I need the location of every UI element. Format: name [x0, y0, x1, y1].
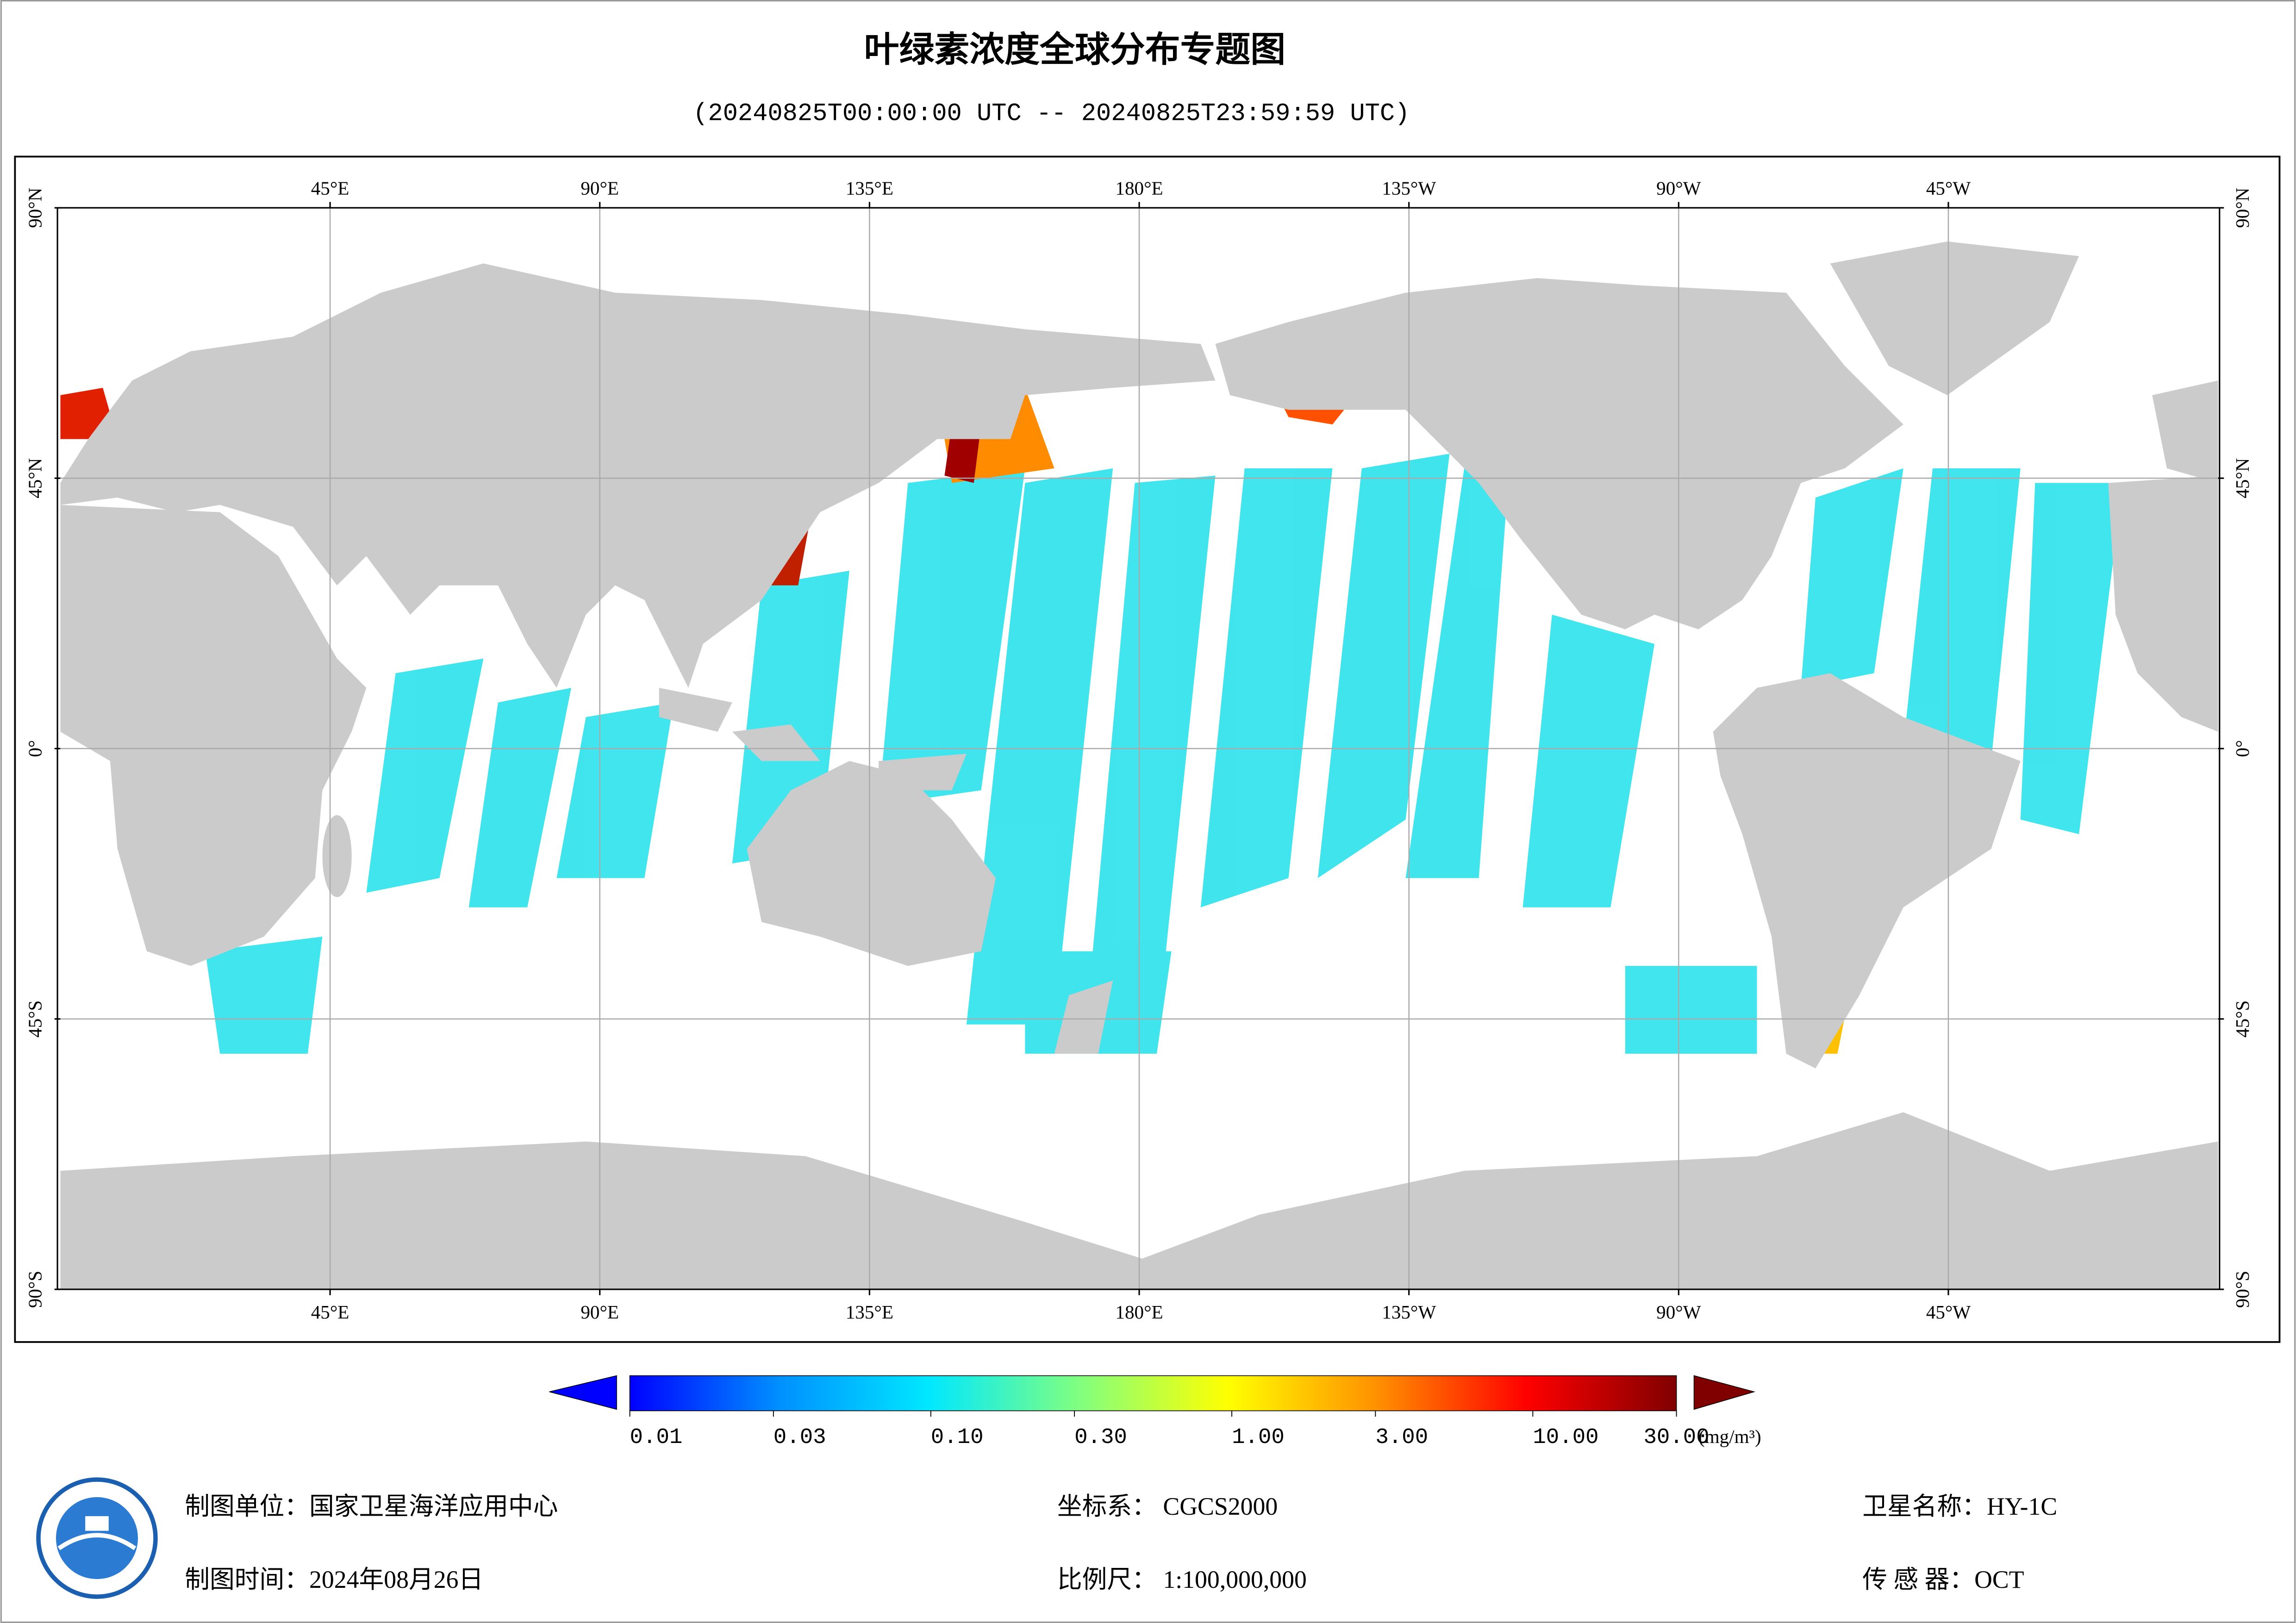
- footer-unit: 制图单位：国家卫星海洋应用中心: [185, 1492, 558, 1520]
- swath: [966, 468, 1113, 1025]
- new-zealand: [1054, 980, 1113, 1054]
- swath: [2020, 483, 2123, 834]
- footer-sensor: 传 感 器：OCT: [1862, 1566, 2024, 1593]
- swath: [1801, 468, 1903, 688]
- logo: [36, 1477, 158, 1599]
- swath: [1083, 475, 1216, 1054]
- lat-label: 90°S: [2232, 1271, 2253, 1308]
- footer-satellite: 卫星名称：HY-1C: [1862, 1492, 2057, 1520]
- swath: [1200, 468, 1333, 908]
- lat-label: 90°S: [24, 1271, 45, 1308]
- map-labels: 45°E 45°E 90°E 90°E 135°E 135°E 180°E 180°E 135°…: [24, 178, 2253, 1323]
- lon-label: 90°E: [580, 1301, 619, 1323]
- swath: [879, 468, 1025, 805]
- footer-time: 制图时间：2024年08月26日: [185, 1566, 483, 1593]
- colorbar-tick-label: 1.00: [1232, 1425, 1285, 1450]
- lat-label: 45°S: [24, 1001, 45, 1038]
- lon-label: 90°W: [1656, 1301, 1701, 1323]
- eurasia: [60, 263, 1216, 688]
- lat-label: 90°N: [24, 187, 45, 228]
- colorbar-low-arrow: [549, 1375, 617, 1410]
- colorbar-tick-label: 0.01: [630, 1425, 683, 1450]
- subtitle: (20240825T00:00:00 UTC -- 20240825T23:59…: [693, 99, 1410, 128]
- swath: [1625, 966, 1757, 1054]
- colorbar-tick-label: 10.00: [1533, 1425, 1598, 1450]
- south-america: [1713, 673, 2021, 1069]
- footer-crs: 坐标系： CGCS2000: [1057, 1492, 1278, 1520]
- swath: [556, 702, 674, 878]
- lon-label: 135°W: [1382, 178, 1436, 199]
- colorbar-gradient: [629, 1375, 1677, 1412]
- lon-label: 90°W: [1656, 178, 1701, 199]
- lon-label: 45°E: [311, 1301, 349, 1323]
- madagascar: [322, 815, 352, 897]
- chlorophyll-swaths: [205, 454, 2123, 1054]
- islands: [659, 688, 967, 790]
- colorbar-tick-label: 0.30: [1074, 1425, 1127, 1450]
- west-africa: [2108, 475, 2218, 732]
- colorbar-tick-label: 30.00: [1643, 1425, 1709, 1450]
- title: 叶绿素浓度全球分布专题图: [864, 29, 1286, 70]
- lon-label: 45°W: [1926, 1301, 1971, 1323]
- lon-label: 45°E: [311, 178, 349, 199]
- logo-satellite: [85, 1516, 109, 1531]
- lat-label: 45°N: [24, 458, 45, 498]
- swath: [1522, 615, 1655, 908]
- lat-label: 0°: [2232, 740, 2253, 757]
- lon-label: 135°E: [846, 178, 893, 199]
- colorbar-tick-label: 0.10: [931, 1425, 984, 1450]
- lon-label: 135°W: [1382, 1301, 1436, 1323]
- swath: [1903, 468, 2021, 761]
- lat-label: 0°: [24, 740, 45, 757]
- swath: [1405, 468, 1508, 878]
- lat-label: 45°S: [2232, 1001, 2253, 1038]
- logo-globe: [56, 1497, 138, 1579]
- colorbar: (mg/m³) 0.01 0.03 0.10 0.30 1.00 3.00 10.00 30.…: [549, 1375, 1761, 1450]
- greenland: [1830, 241, 2079, 395]
- swath: [468, 688, 572, 908]
- australia: [747, 761, 996, 966]
- lon-label: 45°W: [1926, 178, 1971, 199]
- lat-label: 45°N: [2232, 458, 2253, 498]
- colorbar-tick-label: 3.00: [1375, 1425, 1428, 1450]
- map-frame: [14, 155, 2281, 1343]
- swath: [366, 659, 484, 893]
- lat-label: 90°N: [2232, 187, 2253, 228]
- north-america: [1215, 278, 1903, 629]
- logo-wave: [57, 1533, 137, 1550]
- swath: [205, 936, 323, 1054]
- footer-scale: 比例尺： 1:100,000,000: [1057, 1566, 1307, 1593]
- colorbar-unit: (mg/m³): [1698, 1426, 1761, 1448]
- colorbar-tick-label: 0.03: [774, 1425, 826, 1450]
- swath: [1317, 454, 1450, 878]
- lon-label: 90°E: [580, 178, 619, 199]
- europe-west: [2152, 380, 2218, 483]
- colorbar-high-arrow: [1693, 1375, 1756, 1410]
- lon-label: 180°E: [1115, 178, 1163, 199]
- lon-label: 135°E: [846, 1301, 893, 1323]
- graticule: [60, 208, 2218, 1289]
- map-body: [60, 208, 2218, 1289]
- africa: [60, 504, 367, 966]
- lon-label: 180°E: [1115, 1301, 1163, 1323]
